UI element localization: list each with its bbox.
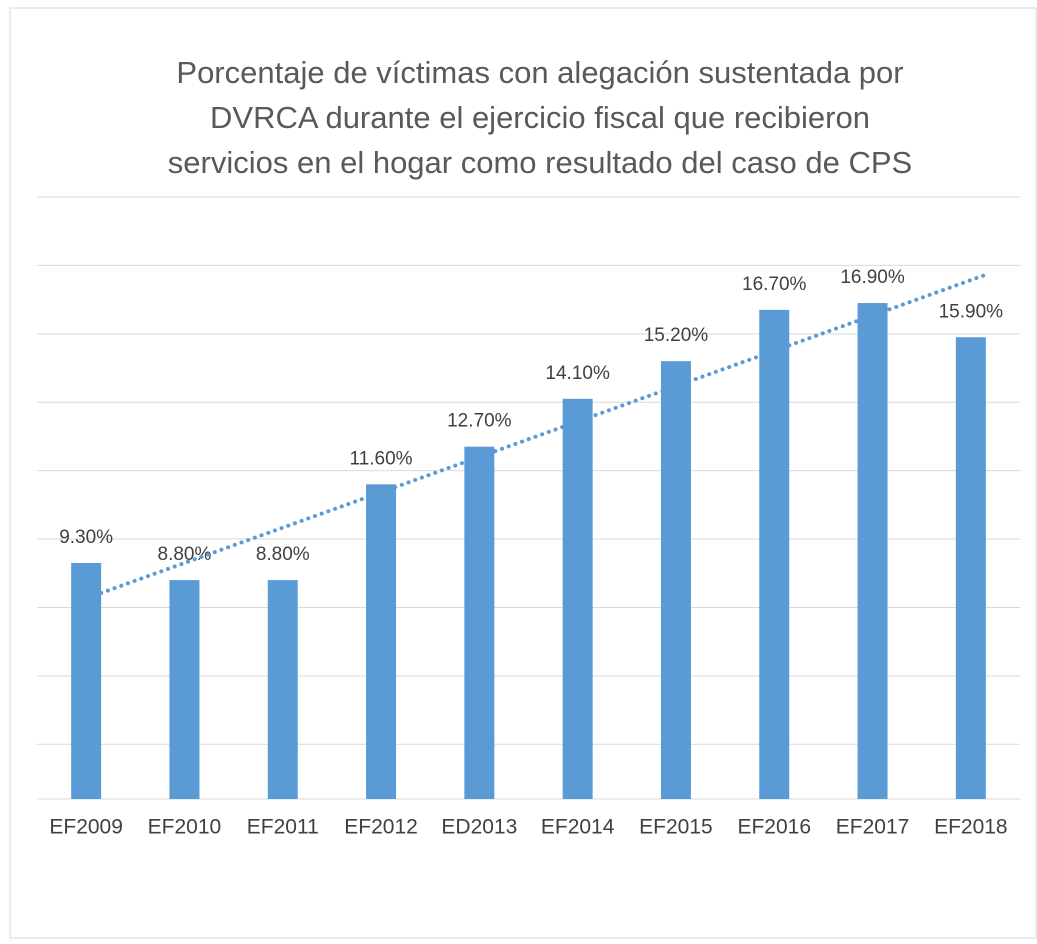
x-tick-label: EF2018 bbox=[934, 816, 1008, 839]
chart-title: servicios en el hogar como resultado del… bbox=[168, 145, 912, 180]
x-tick-label: EF2012 bbox=[344, 816, 418, 839]
bar bbox=[660, 361, 691, 799]
x-tick-label: EF2011 bbox=[247, 816, 319, 839]
bar bbox=[464, 446, 495, 799]
x-tick-label: EF2009 bbox=[49, 816, 123, 839]
data-label: 11.60% bbox=[350, 448, 413, 469]
bar bbox=[267, 580, 298, 799]
x-tick-label: EF2016 bbox=[737, 816, 811, 839]
data-label: 12.70% bbox=[447, 411, 512, 432]
data-label: 8.80% bbox=[158, 544, 212, 565]
bar bbox=[169, 580, 200, 799]
bar bbox=[857, 303, 888, 799]
data-label: 15.20% bbox=[644, 325, 709, 346]
x-tick-label: EF2017 bbox=[836, 816, 910, 839]
x-tick-label: EF2014 bbox=[541, 816, 615, 839]
bar bbox=[366, 484, 397, 799]
x-tick-label: EF2010 bbox=[148, 816, 222, 839]
bar bbox=[759, 309, 790, 799]
bar bbox=[955, 337, 986, 799]
data-label: 8.80% bbox=[256, 544, 310, 565]
data-label: 14.10% bbox=[545, 363, 610, 384]
data-label: 16.70% bbox=[742, 274, 807, 295]
bar bbox=[71, 562, 102, 799]
data-label: 16.90% bbox=[840, 267, 905, 288]
trendline bbox=[99, 272, 988, 595]
x-tick-label: ED2013 bbox=[441, 816, 517, 839]
x-tick-label: EF2015 bbox=[639, 816, 713, 839]
data-label: 9.30% bbox=[59, 527, 113, 548]
bar bbox=[562, 398, 593, 799]
chart-title: Porcentaje de víctimas con alegación sus… bbox=[176, 55, 903, 90]
chart-title: DVRCA durante el ejercicio fiscal que re… bbox=[210, 100, 870, 135]
data-label: 15.90% bbox=[939, 301, 1004, 322]
